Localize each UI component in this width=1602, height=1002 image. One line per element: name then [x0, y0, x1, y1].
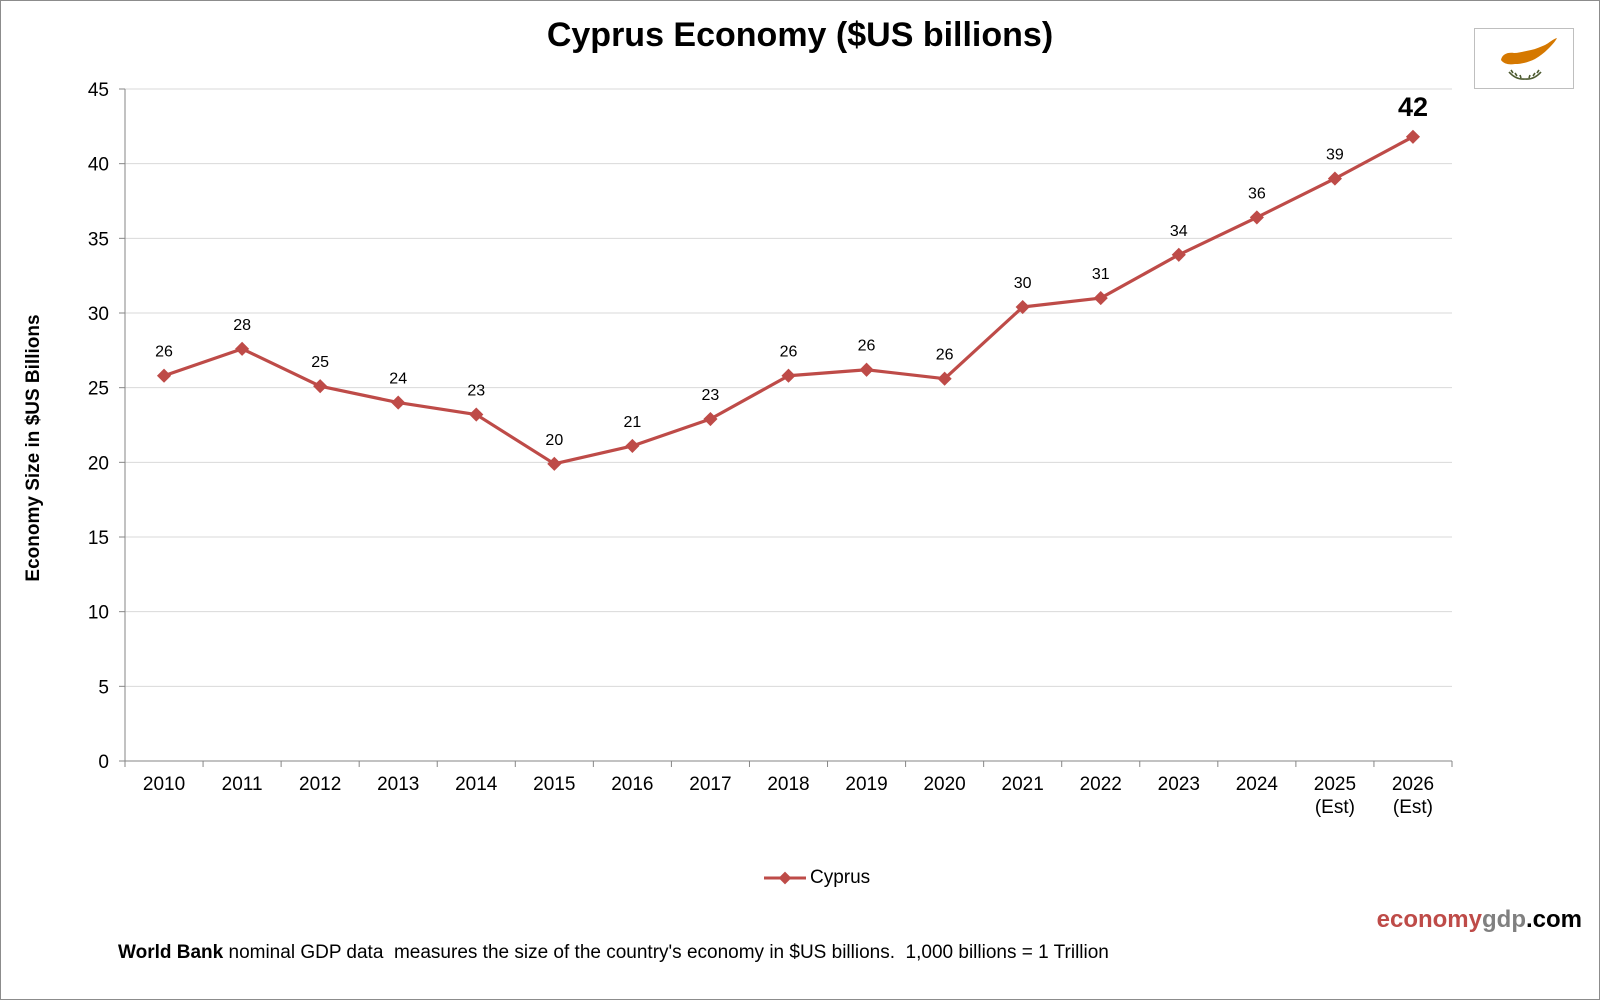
- x-tick-label: 2014: [455, 774, 498, 795]
- x-tick-label: 2022: [1080, 774, 1122, 795]
- legend-marker-icon: [764, 871, 806, 885]
- data-point-marker: [547, 456, 562, 471]
- data-point-marker: [313, 379, 328, 394]
- data-point-marker: [625, 438, 640, 453]
- data-point-marker: [703, 411, 718, 427]
- data-label: 36: [1248, 185, 1266, 202]
- x-tick-label: 2012: [299, 774, 341, 795]
- cyprus-map-shape: [1501, 38, 1557, 65]
- y-tick-label: 5: [98, 677, 109, 698]
- legend-label: Cyprus: [810, 867, 871, 888]
- brand-part-economy: economy: [1376, 906, 1482, 933]
- data-label: 31: [1092, 266, 1110, 283]
- x-tick-label: 2024: [1236, 774, 1279, 795]
- data-point-marker: [469, 407, 484, 422]
- data-label: 26: [936, 347, 954, 364]
- data-label: 26: [155, 344, 173, 361]
- y-tick-label: 0: [98, 752, 109, 773]
- data-point-marker: [1327, 171, 1342, 186]
- x-tick-label: 2020: [923, 774, 965, 795]
- data-label: 23: [467, 383, 485, 400]
- data-point-marker: [1405, 129, 1421, 144]
- legend: Cyprus: [764, 866, 870, 890]
- x-tick-label: 2010: [143, 774, 185, 795]
- y-tick-label: 40: [88, 155, 109, 176]
- footnote: World Bank nominal GDP data measures the…: [118, 942, 1109, 964]
- data-label: 26: [858, 338, 876, 355]
- footnote-text: nominal GDP data measures the size of th…: [223, 942, 1109, 963]
- x-tick-label: 2023: [1158, 774, 1200, 795]
- y-tick-label: 10: [88, 603, 109, 624]
- olive-branches-icon: [1508, 69, 1542, 80]
- x-tick-label: 2018: [767, 774, 809, 795]
- y-tick-label: 15: [88, 528, 109, 549]
- data-label: 25: [311, 354, 329, 371]
- data-point-marker: [1093, 290, 1108, 306]
- data-point-marker: [781, 368, 796, 383]
- x-tick-label: 2016: [611, 774, 653, 795]
- data-point-marker: [1249, 210, 1264, 225]
- data-point-marker: [859, 362, 874, 377]
- data-label: 24: [389, 371, 407, 388]
- brand-part-gdp: gdp: [1482, 906, 1526, 933]
- x-tick-label: 2017: [689, 774, 731, 795]
- data-point-marker: [391, 395, 406, 410]
- series-line-cyprus: [163, 135, 1414, 466]
- data-point-marker: [235, 341, 250, 356]
- x-tick-label: 2025 (Est): [1314, 774, 1356, 818]
- data-label: 23: [702, 387, 720, 404]
- data-label: 39: [1326, 147, 1344, 164]
- data-label: 28: [233, 317, 251, 334]
- x-tick-label: 2013: [377, 774, 419, 795]
- brand-part-com: .com: [1525, 906, 1582, 933]
- y-tick-label: 25: [88, 379, 109, 400]
- data-label: 34: [1170, 223, 1188, 240]
- x-tick-label: 2026 (Est): [1392, 774, 1434, 818]
- data-point-marker: [156, 368, 172, 383]
- data-label: 20: [545, 432, 563, 449]
- brand-watermark: economygdp.com: [1377, 906, 1582, 934]
- chart-title: Cyprus Economy ($US billions): [546, 16, 1054, 54]
- footnote-source: World Bank: [118, 942, 224, 963]
- data-label: 26: [780, 344, 798, 361]
- data-point-marker: [937, 371, 952, 386]
- y-tick-label: 35: [88, 229, 109, 250]
- x-tick-label: 2021: [1002, 774, 1044, 795]
- y-tick-label: 20: [88, 453, 109, 474]
- data-label: 21: [623, 414, 641, 431]
- x-tick-label: 2015: [533, 774, 575, 795]
- y-tick-label: 30: [88, 304, 109, 325]
- x-tick-label: 2011: [222, 774, 263, 795]
- cyprus-flag-icon: [1474, 28, 1574, 89]
- data-label: 42: [1398, 92, 1428, 122]
- data-label: 30: [1014, 275, 1032, 292]
- y-tick-label: 45: [88, 80, 109, 101]
- x-tick-label: 2019: [845, 774, 887, 795]
- data-point-marker: [1171, 247, 1186, 262]
